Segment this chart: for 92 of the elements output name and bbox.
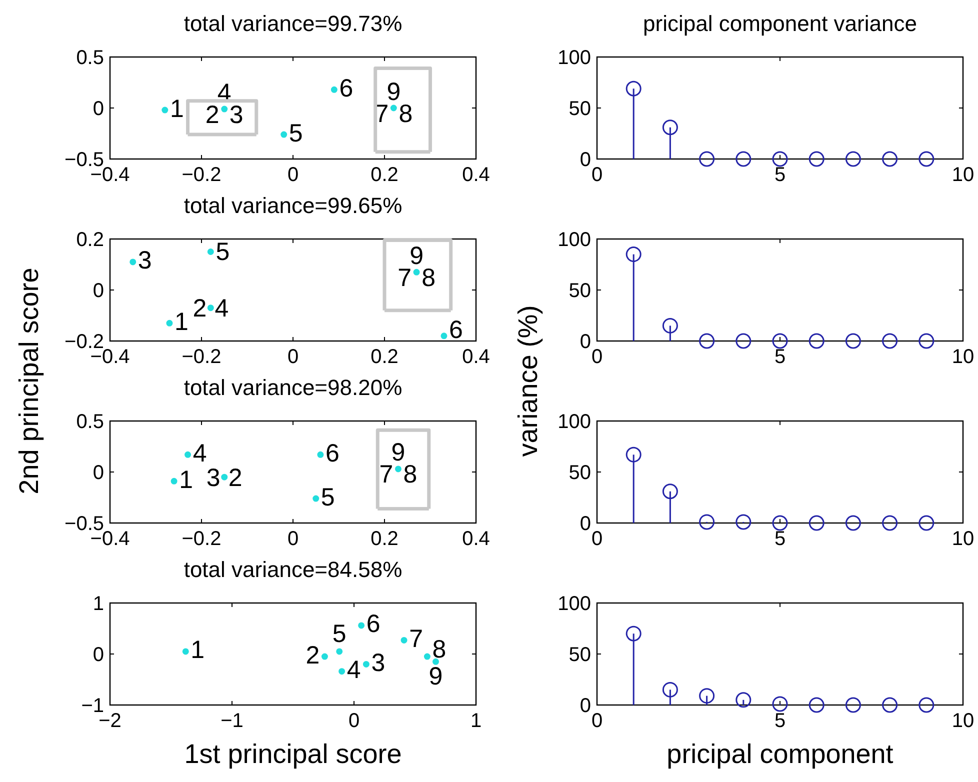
y-tick-label: 0 [580,149,591,171]
annotation: 1 [170,94,184,123]
y-tick-label: 0 [92,280,104,302]
x-tick-label: 5 [774,528,786,550]
annotation: 4 [217,78,232,107]
annotation: 8 [422,264,436,292]
x-tick-label: 10 [952,164,974,186]
x-tick-label: 0 [287,528,299,550]
x-tick-label: 10 [952,710,974,732]
x-tick-label: 0.2 [370,164,398,186]
y-tick-label: 0 [92,98,104,120]
annotation: 5 [332,620,346,648]
x-tick-label: −0.2 [182,528,222,550]
annotation: 9 [391,438,406,467]
annotation: 3 [229,100,244,129]
y-tick-label: 0.5 [76,411,104,433]
chart-title: total variance=84.58% [184,557,402,582]
annotation: 2 [205,100,220,129]
x-tick-label: 0.4 [462,528,490,550]
y-tick-label: 0 [580,331,591,353]
x-axis-title: 1st principal score [184,739,402,769]
annotation: 7 [374,100,389,128]
x-tick-label: 5 [774,346,786,368]
y-tick-label: −1 [81,695,104,717]
y-tick-label: 100 [558,593,591,615]
x-tick-label: −1 [220,710,244,732]
y-tick-label: −0.2 [64,331,104,353]
annotation: 4 [346,656,361,684]
annotation: 7 [379,460,394,489]
annotation: 8 [403,460,418,489]
y-axis-title: variance (%) [513,305,543,457]
x-tick-label: 10 [952,528,974,550]
annotation: 9 [386,78,401,106]
annotation: 6 [449,316,463,344]
annotation: 2 [306,641,320,670]
y-tick-label: 0 [580,513,591,535]
annotation: 8 [398,100,413,128]
y-tick-label: 1 [92,593,104,615]
chart-title: total variance=98.20% [184,375,402,400]
x-tick-label: 5 [774,164,786,186]
x-tick-label: 0.2 [370,346,398,368]
annotation: 1 [174,308,188,336]
annotation: 2 [228,464,242,492]
y-tick-label: 0.5 [76,47,104,69]
annotation: 5 [216,238,230,266]
y-axis-title: 2nd principal score [14,268,44,494]
x-tick-label: −0.2 [182,164,222,186]
chart-title: total variance=99.73% [184,11,402,36]
x-axis-title: pricipal component [666,739,894,769]
annotation: 5 [288,119,303,148]
annotation: 9 [410,242,424,270]
x-tick-label: 0 [287,346,299,368]
chart-title: pricipal component variance [643,11,917,36]
annotation: 1 [190,636,205,664]
y-tick-label: 100 [558,229,591,251]
annotation: 9 [428,662,443,690]
y-tick-label: 50 [568,280,591,302]
y-tick-label: 50 [568,98,591,120]
x-tick-label: 0 [287,164,299,186]
y-tick-label: 0 [92,644,104,666]
annotation: 7 [398,264,412,292]
y-tick-label: 100 [558,411,591,433]
annotation: 1 [179,466,194,494]
chart-title: total variance=99.65% [184,193,402,218]
y-tick-label: 0.2 [76,229,104,251]
x-tick-label: 0 [348,710,360,732]
annotation: 3 [206,464,220,492]
annotation: 6 [339,74,354,102]
y-tick-label: 50 [568,644,591,666]
annotation: 5 [320,483,335,512]
x-tick-label: 1 [470,710,482,732]
y-tick-label: −0.5 [64,513,104,535]
annotation: 2 [192,294,207,323]
x-tick-label: 0.4 [462,346,490,368]
annotation: 3 [138,246,152,275]
y-tick-label: −0.5 [64,149,104,171]
x-tick-label: 10 [952,346,974,368]
annotation: 3 [371,648,386,677]
annotation: 8 [432,635,446,664]
y-tick-label: 50 [568,462,591,484]
x-tick-label: 5 [774,710,786,732]
annotation: 7 [409,624,423,653]
x-tick-label: −0.2 [182,346,222,368]
annotation: 4 [192,439,207,468]
annotation: 6 [325,439,340,468]
annotation: 6 [366,610,380,638]
y-tick-label: 0 [92,462,104,484]
y-tick-label: 0 [580,695,591,717]
annotation: 4 [214,294,229,323]
x-tick-label: 0.4 [462,164,490,186]
x-tick-label: 0.2 [370,528,398,550]
y-tick-label: 100 [558,47,591,69]
